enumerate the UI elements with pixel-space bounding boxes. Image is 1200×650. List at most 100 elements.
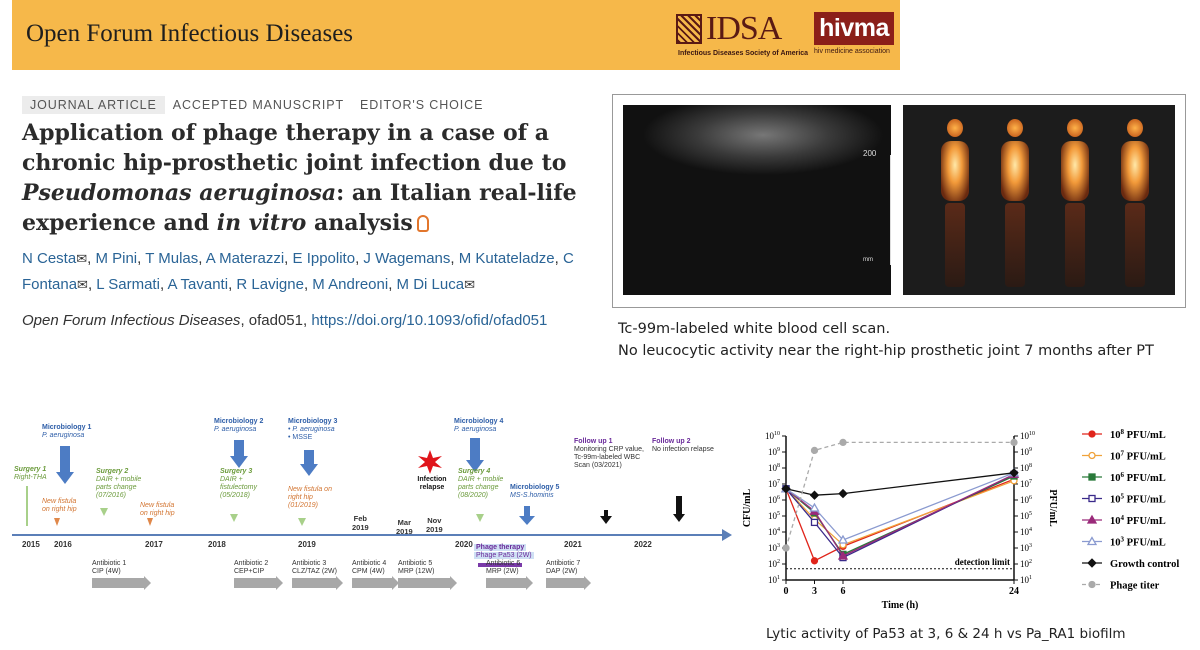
- antibiotic-4-label: Antibiotic 4 CPM (4W): [352, 560, 387, 575]
- hivma-tagline: hiv medicine association: [814, 48, 890, 55]
- micro-5-arrow-icon: [519, 516, 535, 525]
- y-tick-label-left: 102: [768, 559, 780, 569]
- y-tick-label-left: 109: [768, 447, 780, 457]
- doi-link[interactable]: https://doi.org/10.1093/ofid/ofad051: [311, 312, 548, 329]
- event-microbiology-3: Microbiology 3 • P. aeruginosa • MSSE: [288, 418, 338, 441]
- series-line-7: [785, 441, 1014, 549]
- legend-label-6: Growth control: [1110, 559, 1179, 570]
- y-tick-label-left: 107: [768, 479, 780, 489]
- wbc-scan-figure: 200 mm: [612, 94, 1186, 308]
- event-microbiology-1: Microbiology 1 P. aeruginosa: [42, 424, 92, 439]
- author-link[interactable]: M Di Luca: [396, 276, 465, 293]
- event-microbiology-5: Microbiology 5 MS-S.hominis: [510, 484, 560, 499]
- series-line-1: [785, 480, 1015, 546]
- surgery-1-marker: [26, 486, 28, 526]
- y-tick-label-right: 104: [1020, 527, 1032, 537]
- hivma-logo[interactable]: hivma hiv medicine association: [814, 12, 894, 58]
- antibiotic-6-duration-arrow: [486, 576, 533, 590]
- author-link[interactable]: M Andreoni: [312, 276, 389, 293]
- x-tick-label: 3: [812, 586, 817, 597]
- author-link[interactable]: R Lavigne: [236, 276, 304, 293]
- micro-1-arrow-icon: [56, 472, 74, 484]
- event-fistula-3: New fistula on right hip (01/2019): [288, 486, 332, 509]
- author-separator: ,: [284, 250, 293, 267]
- series-line-6: [785, 472, 1015, 496]
- title-italic-organism: Pseudomonas aeruginosa: [22, 180, 337, 206]
- y-tick-label-right: 106: [1020, 495, 1032, 505]
- antibiotic-5-label: Antibiotic 5 MRP (12W): [398, 560, 435, 575]
- author-link[interactable]: J Wagemans: [363, 250, 451, 267]
- infection-burst-icon: [418, 450, 442, 474]
- scan-scale-unit: mm: [863, 257, 873, 263]
- data-point-series-4: [837, 550, 849, 560]
- antibiotic-7-label: Antibiotic 7 DAP (2W): [546, 560, 581, 575]
- event-surgery-3: Surgery 3 DAIR + fistulectomy (05/2018): [220, 468, 257, 499]
- antibiotic-6-label: Antibiotic 6 MRP (2W): [486, 560, 521, 575]
- legend-label-0: 108 PFU/mL: [1110, 428, 1166, 441]
- envelope-icon[interactable]: ✉: [76, 251, 88, 266]
- event-phage-therapy: Phage therapy Phage Pa53 (2W): [474, 544, 534, 559]
- x-tick-label: 24: [1009, 586, 1019, 597]
- timeline-axis: [12, 534, 724, 536]
- idsa-logo[interactable]: IDSA Infectious Diseases Society of Amer…: [676, 10, 808, 58]
- author-separator: ,: [450, 250, 459, 267]
- author-link[interactable]: T Mulas: [145, 250, 199, 267]
- y-tick-label-left: 108: [768, 463, 780, 473]
- envelope-icon[interactable]: ✉: [464, 277, 475, 292]
- data-point-series-6: [781, 484, 791, 494]
- article-title[interactable]: Application of phage therapy in a case o…: [22, 118, 602, 238]
- title-part-3: analysis: [306, 210, 413, 236]
- detection-limit-label: detection limit: [955, 557, 1010, 567]
- year-2022: 2022: [634, 540, 652, 549]
- tag-accepted-manuscript: ACCEPTED MANUSCRIPT: [172, 98, 345, 112]
- title-part-2: : an Italian real-life experience and: [22, 180, 577, 236]
- surgery-3-arrow-icon: [230, 514, 238, 522]
- author-link[interactable]: A Tavanti: [167, 276, 229, 293]
- legend-label-3: 105 PFU/mL: [1110, 493, 1166, 506]
- author-link[interactable]: N Cesta: [22, 250, 77, 267]
- month-feb-2019: Feb 2019: [352, 514, 369, 532]
- follow-up-1-arrow-icon: [600, 516, 612, 524]
- legend-marker-7: [1088, 580, 1096, 589]
- antibiotic-3-label: Antibiotic 3 CLZ/TAZ (2W): [292, 560, 337, 575]
- follow-up-2-arrow-icon: [673, 514, 685, 522]
- timeline-arrowhead-icon: [722, 529, 732, 541]
- legend-label-4: 104 PFU/mL: [1110, 514, 1166, 527]
- follow-up-1-arrow-shaft: [604, 510, 608, 516]
- idsa-emblem-icon: [676, 14, 702, 44]
- scan-image-whole-body: [903, 105, 1175, 295]
- follow-up-2-arrow-shaft: [676, 496, 682, 514]
- envelope-icon[interactable]: ✉: [77, 277, 88, 292]
- scan-scale-bar: 200 mm: [863, 149, 891, 265]
- journal-name[interactable]: Open Forum Infectious Diseases: [26, 20, 354, 47]
- citation-line: Open Forum Infectious Diseases, ofad051,…: [22, 312, 547, 329]
- author-separator: ,: [87, 276, 97, 293]
- y-tick-label-right: 101: [1020, 575, 1032, 585]
- legend-marker-1: [1088, 451, 1096, 460]
- antibiotic-1-duration-arrow: [92, 576, 151, 590]
- micro-1-arrow-shaft: [60, 446, 70, 472]
- author-link[interactable]: C Fontana: [22, 250, 574, 293]
- author-separator: ,: [355, 250, 364, 267]
- year-2016: 2016: [54, 540, 72, 549]
- year-2018: 2018: [208, 540, 226, 549]
- event-fistula-1: New fistula on right hip: [42, 498, 77, 513]
- author-link[interactable]: L Sarmati: [96, 276, 160, 293]
- y-tick-label-left: 1010: [765, 431, 780, 441]
- month-mar-2019: Mar 2019: [396, 518, 413, 536]
- x-tick-label: 6: [841, 586, 846, 597]
- title-part-1: Application of phage therapy in a case o…: [22, 120, 567, 176]
- data-point-series-6: [838, 488, 848, 499]
- author-link[interactable]: M Kutateladze: [458, 250, 555, 267]
- author-link[interactable]: A Materazzi: [205, 250, 285, 267]
- y-axis-label-right: PFU/mL: [1047, 489, 1058, 527]
- data-point-series-7: [810, 446, 819, 455]
- y-tick-label-right: 1010: [1020, 431, 1035, 441]
- body-scan-view-1: [935, 119, 975, 289]
- author-link[interactable]: M Pini: [95, 250, 138, 267]
- clinical-timeline: 2015 2016 2017 2018 2019 2020 2021 2022 …: [0, 410, 740, 610]
- citation-article-id: , ofad051,: [240, 312, 312, 329]
- author-link[interactable]: E Ippolito: [292, 250, 356, 267]
- data-point-series-6: [809, 490, 820, 500]
- y-tick-label-right: 107: [1020, 479, 1032, 489]
